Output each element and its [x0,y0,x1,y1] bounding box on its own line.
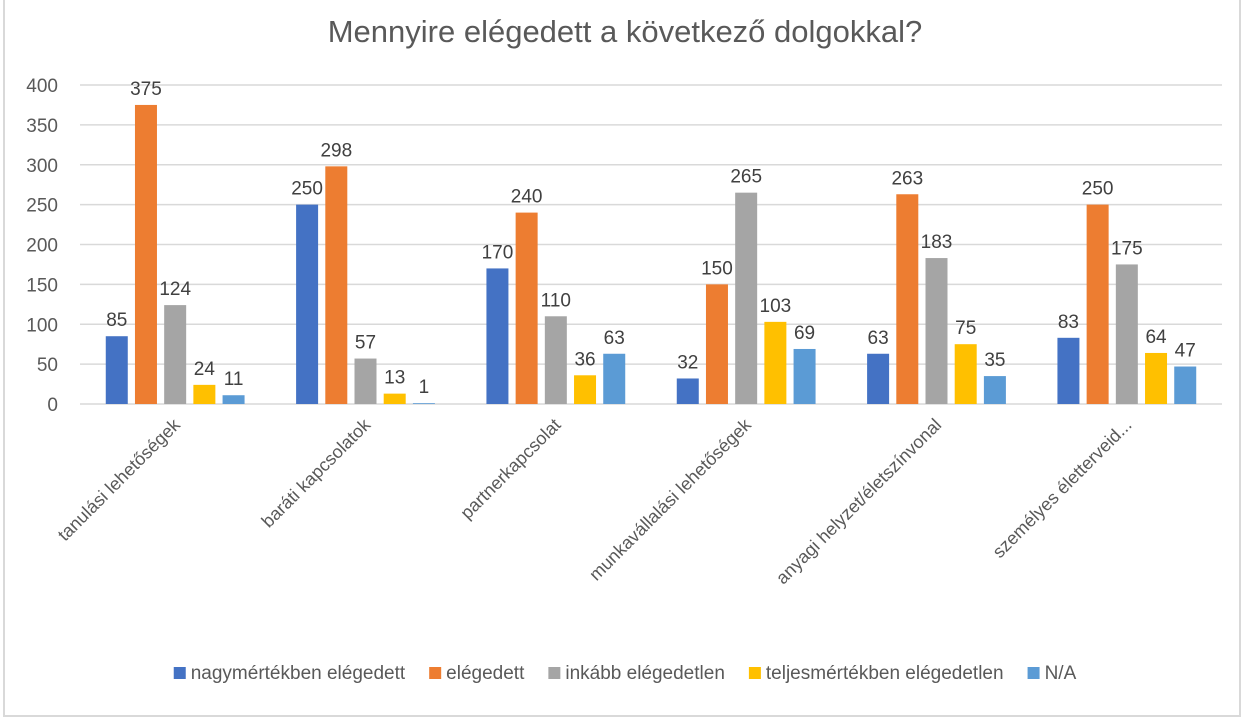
data-label: 57 [355,333,376,354]
y-tick-label: 400 [26,76,58,97]
data-label: 69 [794,323,815,344]
bar [603,353,626,404]
chart-title: Mennyire elégedett a következő dolgokkal… [328,14,923,49]
bar [735,192,758,404]
chart-frame [3,0,1241,717]
legend-swatch [173,667,186,679]
bar [1115,264,1138,404]
y-tick-label: 0 [47,395,58,416]
data-label: 13 [384,368,405,389]
data-label: 35 [984,350,1005,371]
bar [705,284,728,404]
y-tick-label: 300 [26,156,58,177]
bar [983,376,1006,404]
bar [296,204,319,404]
data-label: 265 [730,167,762,188]
legend-item: elégedett [429,663,525,684]
bar [134,104,157,404]
legend: nagymértékben elégedett elégedett inkább e… [173,663,1077,684]
bar [1145,352,1168,404]
data-labels: 85 375 124 24 11 250 298 57 13 1 170 240 110 36 63 32 15… [106,79,1196,398]
data-label: 83 [1058,312,1079,333]
bar [574,375,597,404]
data-label: 375 [130,79,162,100]
bar [925,258,948,404]
bar [1057,337,1080,404]
bar [515,212,538,404]
legend-swatch [548,667,561,679]
data-label: 36 [574,349,595,370]
data-label: 124 [159,279,191,300]
bar [383,393,406,404]
bars [105,104,1197,404]
y-tick-label: 200 [26,236,58,257]
x-axis-categories: tanulási lehetőségek baráti kapcsolatok pa… [54,414,1136,588]
data-label: 32 [677,352,698,373]
data-label: 175 [1111,238,1143,259]
bar [412,403,435,404]
y-tick-label: 100 [26,315,58,336]
bar [954,344,977,404]
data-label: 183 [921,232,953,253]
category-label: anyagi helyzet/életszínvonal [772,415,945,588]
bar [164,305,187,404]
category-label: baráti kapcsolatok [258,414,375,531]
data-label: 250 [1082,179,1114,200]
data-label: 1 [419,377,430,398]
category-label: tanulási lehetőségek [54,414,185,545]
legend-label: elégedett [446,663,525,684]
legend-swatch [429,667,442,679]
legend-label: nagymértékben elégedett [191,663,406,684]
data-label: 110 [541,290,571,311]
bar [867,353,890,404]
category-label: partnerkapcsolat [456,415,564,523]
data-label: 75 [955,318,976,339]
bar [896,194,919,404]
bar [105,336,128,404]
bar [193,384,216,404]
legend-swatch [748,667,761,679]
legend-item: nagymértékben elégedett [173,663,406,684]
bar [676,378,699,404]
y-tick-label: 250 [26,196,58,217]
data-label: 85 [106,310,127,331]
bar [1086,204,1109,404]
data-label: 47 [1175,341,1196,362]
bar [354,358,377,404]
legend-label: inkább elégedetlen [565,663,725,684]
legend-item: N/A [1027,663,1077,684]
legend-item: teljesmértékben elégedetlen [748,663,1004,684]
bar [764,321,787,404]
bar [325,166,348,404]
data-label: 263 [891,168,923,189]
data-label: 11 [224,369,244,390]
legend-label: teljesmértékben elégedetlen [766,663,1004,684]
bar [544,316,567,404]
data-label: 298 [320,140,352,161]
y-tick-label: 350 [26,116,58,137]
bar [222,395,245,404]
legend-swatch [1027,667,1040,679]
data-label: 63 [604,328,625,349]
data-label: 240 [511,187,543,208]
bar [1174,366,1197,404]
data-label: 250 [291,179,323,200]
data-label: 63 [868,328,889,349]
data-label: 150 [701,258,733,279]
data-label: 64 [1145,327,1167,348]
y-tick-label: 150 [26,275,58,296]
category-label: személyes életterveid... [989,415,1136,562]
data-label: 24 [194,359,216,380]
category-label: munkavállalási lehetőségek [585,414,756,585]
legend-label: N/A [1045,663,1077,684]
bar [486,268,509,404]
legend-item: inkább elégedetlen [548,663,725,684]
data-label: 170 [482,242,514,263]
y-axis-ticks: 0 50 100 150 200 250 300 350 400 [26,76,58,416]
gridlines [80,84,1222,405]
data-label: 103 [760,296,792,317]
y-tick-label: 50 [37,355,58,376]
bar [793,348,816,404]
